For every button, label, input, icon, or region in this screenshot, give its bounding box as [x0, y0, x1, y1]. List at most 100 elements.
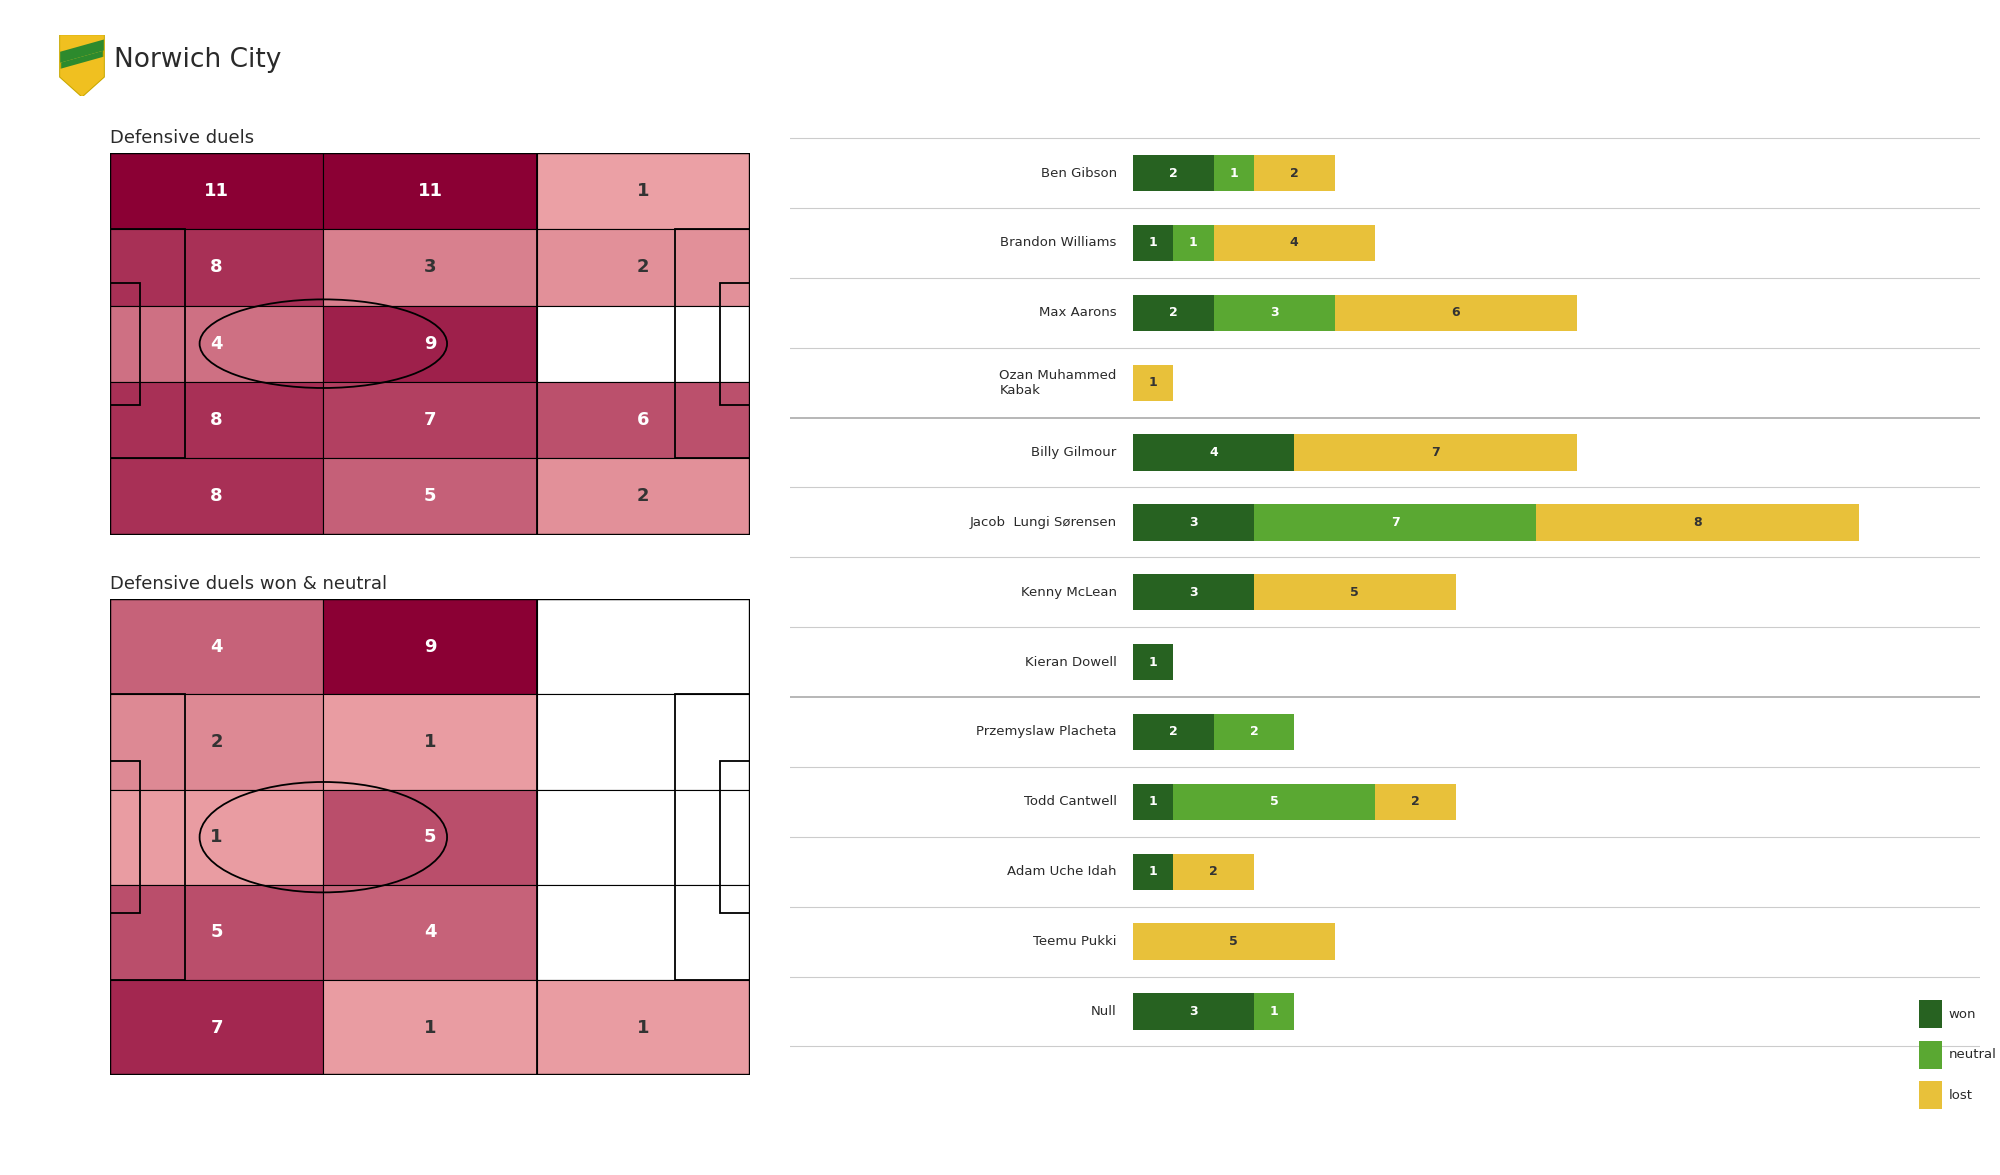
Bar [1132, 853, 1174, 889]
Text: Billy Gilmour: Billy Gilmour [1032, 446, 1116, 459]
Bar [110, 980, 324, 1075]
Bar [720, 761, 750, 913]
Text: 1: 1 [1148, 236, 1158, 249]
Text: lost: lost [1948, 1089, 1972, 1102]
Bar [676, 694, 750, 980]
Text: 1: 1 [1190, 236, 1198, 249]
Text: Kieran Dowell: Kieran Dowell [1024, 656, 1116, 669]
Bar [110, 599, 324, 694]
Bar [110, 283, 140, 404]
Bar [536, 694, 750, 790]
Bar [324, 306, 536, 382]
Text: 1: 1 [424, 1019, 436, 1036]
Text: 2: 2 [210, 733, 222, 751]
Bar [110, 382, 324, 458]
Bar [1254, 155, 1334, 192]
Bar [110, 761, 140, 913]
Text: 2: 2 [1210, 865, 1218, 878]
Text: Todd Cantwell: Todd Cantwell [1024, 795, 1116, 808]
Text: 1: 1 [638, 1019, 650, 1036]
Bar [536, 153, 750, 229]
Polygon shape [60, 40, 104, 62]
Bar [1374, 784, 1456, 820]
Bar [110, 306, 324, 382]
Bar [1920, 1041, 1942, 1069]
Text: Null: Null [1090, 1005, 1116, 1018]
Bar [1920, 1081, 1942, 1109]
Text: 5: 5 [1270, 795, 1278, 808]
Bar [324, 153, 536, 229]
Text: 5: 5 [1350, 586, 1360, 599]
Bar [1214, 714, 1294, 750]
Text: Defensive duels won & neutral: Defensive duels won & neutral [110, 576, 388, 593]
Text: 3: 3 [1190, 516, 1198, 529]
Bar [110, 694, 324, 790]
Text: Ozan Muhammed
Kabak: Ozan Muhammed Kabak [1000, 369, 1116, 397]
Text: 5: 5 [424, 488, 436, 505]
Text: 7: 7 [1432, 446, 1440, 459]
Bar [1132, 784, 1174, 820]
Text: Przemyslaw Placheta: Przemyslaw Placheta [976, 725, 1116, 739]
Text: 3: 3 [1190, 586, 1198, 599]
Bar [1132, 295, 1214, 331]
Bar [1132, 155, 1214, 192]
Text: 1: 1 [1148, 376, 1158, 389]
Bar [110, 229, 184, 458]
Bar [536, 980, 750, 1075]
Text: 8: 8 [210, 488, 222, 505]
Text: Defensive duels: Defensive duels [110, 129, 254, 147]
Bar [676, 229, 750, 458]
Text: 2: 2 [1290, 167, 1298, 180]
Bar [1254, 575, 1456, 611]
Bar [324, 382, 536, 458]
Text: 5: 5 [424, 828, 436, 846]
Text: 5: 5 [1230, 935, 1238, 948]
Text: Max Aarons: Max Aarons [1040, 307, 1116, 320]
Bar [324, 599, 536, 694]
Bar [1132, 435, 1294, 471]
Text: 2: 2 [1168, 725, 1178, 739]
Bar [110, 153, 324, 229]
Text: neutral: neutral [1948, 1048, 1996, 1061]
Text: 11: 11 [204, 182, 230, 200]
Bar [536, 229, 750, 306]
Bar [1174, 224, 1214, 261]
Text: 9: 9 [424, 638, 436, 656]
Bar [536, 458, 750, 535]
Text: 1: 1 [210, 828, 222, 846]
Bar [324, 885, 536, 980]
Text: 1: 1 [1148, 865, 1158, 878]
Text: 3: 3 [1190, 1005, 1198, 1018]
Bar [536, 790, 750, 885]
Text: 6: 6 [1452, 307, 1460, 320]
Bar [110, 885, 324, 980]
Text: 8: 8 [1694, 516, 1702, 529]
Bar [536, 382, 750, 458]
Bar [110, 694, 184, 980]
Bar [1132, 575, 1254, 611]
Text: 4: 4 [210, 335, 222, 352]
Bar [1132, 714, 1214, 750]
Text: Norwich City: Norwich City [114, 47, 282, 73]
Polygon shape [60, 35, 104, 62]
Bar [1214, 295, 1334, 331]
Text: 6: 6 [638, 411, 650, 429]
Bar [1132, 504, 1254, 540]
Text: 1: 1 [638, 182, 650, 200]
Text: 2: 2 [1250, 725, 1258, 739]
Bar [1214, 224, 1374, 261]
Bar [1334, 295, 1576, 331]
Bar [536, 306, 750, 382]
Text: 2: 2 [638, 488, 650, 505]
Polygon shape [60, 35, 104, 96]
Text: 3: 3 [424, 258, 436, 276]
Text: 1: 1 [1230, 167, 1238, 180]
Bar [536, 599, 750, 694]
Bar [1254, 504, 1536, 540]
Text: 4: 4 [1210, 446, 1218, 459]
Text: 7: 7 [1390, 516, 1400, 529]
Text: 3: 3 [1270, 307, 1278, 320]
Text: 9: 9 [424, 335, 436, 352]
Text: 1: 1 [1148, 795, 1158, 808]
Bar [1174, 784, 1374, 820]
